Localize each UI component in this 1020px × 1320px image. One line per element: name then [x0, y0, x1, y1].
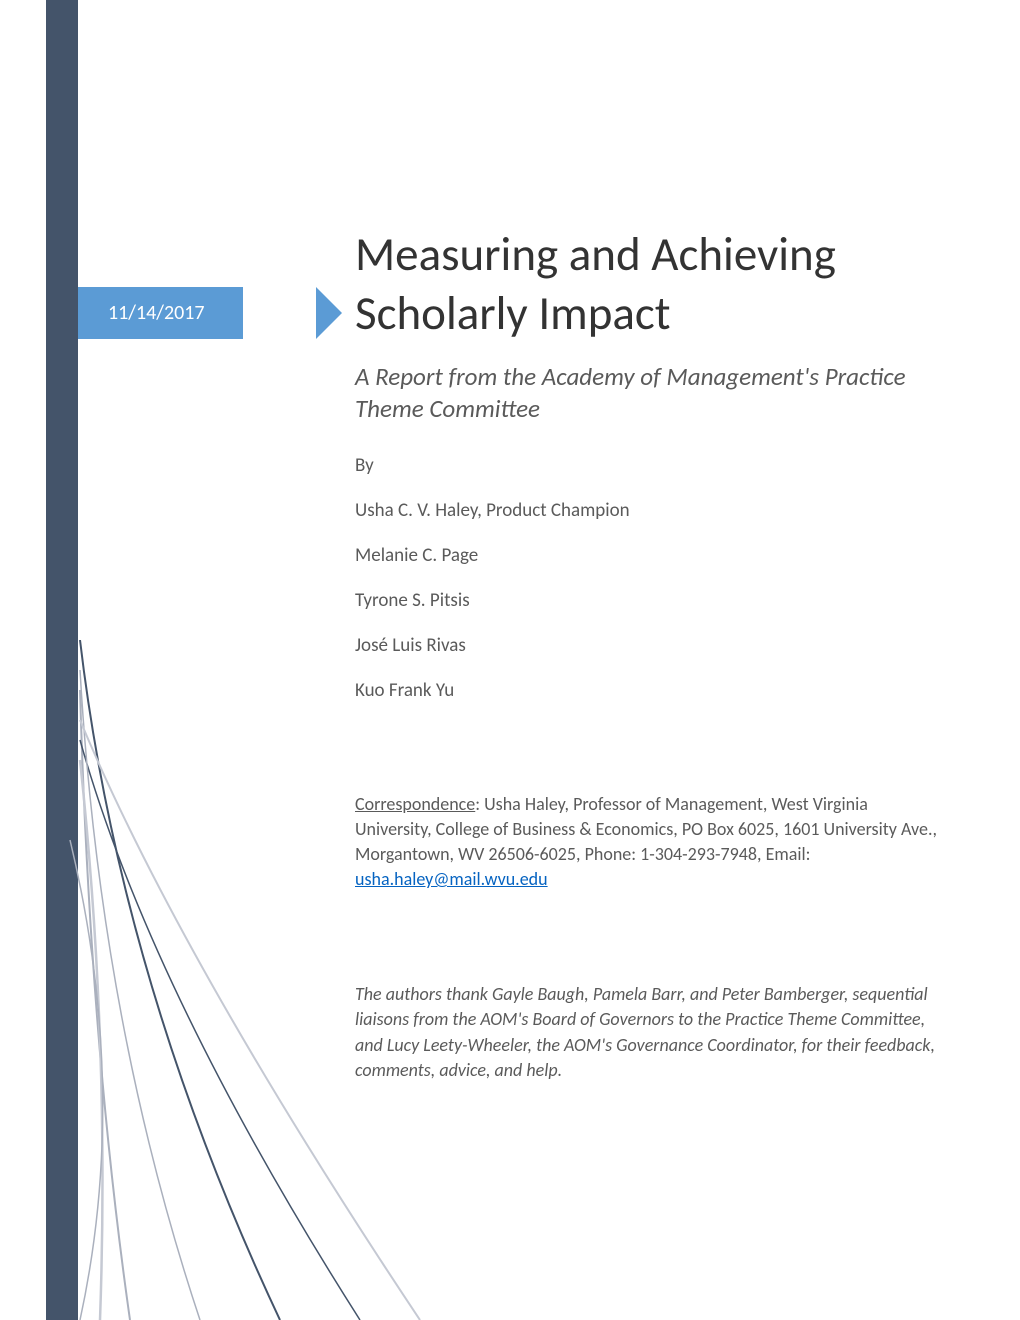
by-label: By — [355, 454, 945, 477]
date-banner-arrow — [316, 287, 342, 339]
author-name: Kuo Frank Yu — [355, 679, 945, 702]
correspondence-block: Correspondence: Usha Haley, Professor of… — [355, 792, 945, 893]
document-title: Measuring and Achieving Scholarly Impact — [355, 225, 945, 343]
vertical-accent-bar — [46, 0, 78, 1320]
correspondence-label: Correspondence — [355, 793, 475, 815]
date-text: 11/14/2017 — [108, 301, 205, 325]
date-banner: 11/14/2017 — [78, 287, 243, 339]
author-name: Melanie C. Page — [355, 544, 945, 567]
author-name: Usha C. V. Haley, Product Champion — [355, 499, 945, 522]
document-subtitle: A Report from the Academy of Management'… — [355, 361, 945, 426]
main-content: Measuring and Achieving Scholarly Impact… — [355, 225, 945, 1083]
author-name: José Luis Rivas — [355, 634, 945, 657]
acknowledgments-text: The authors thank Gayle Baugh, Pamela Ba… — [355, 982, 945, 1083]
author-name: Tyrone S. Pitsis — [355, 589, 945, 612]
email-link[interactable]: usha.haley@mail.wvu.edu — [355, 868, 548, 890]
